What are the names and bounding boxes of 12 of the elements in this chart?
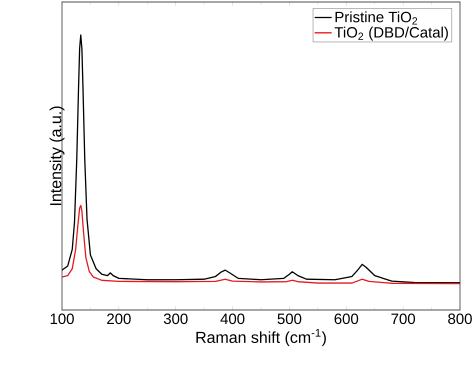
x-tick-label: 300 [164, 314, 188, 324]
x-tick-label: 500 [278, 314, 302, 324]
legend-label: TiO$_{2}$ (DBD/Catal) [334, 26, 448, 41]
x-tick-label: 600 [334, 314, 358, 324]
x-tick-label: 700 [391, 314, 416, 324]
x-tick-label: 800 [448, 314, 472, 324]
legend-label: Pristine TiO$_{2}$ [336, 11, 418, 25]
x-tick-label: 100 [50, 314, 74, 324]
x-tick-label: 400 [220, 314, 244, 324]
y-axis-title: Intensity (a.u.) [50, 106, 64, 206]
x-axis-title: Raman shift (cm$^{-1}$) [196, 328, 326, 346]
x-tick-label: 200 [107, 314, 131, 324]
